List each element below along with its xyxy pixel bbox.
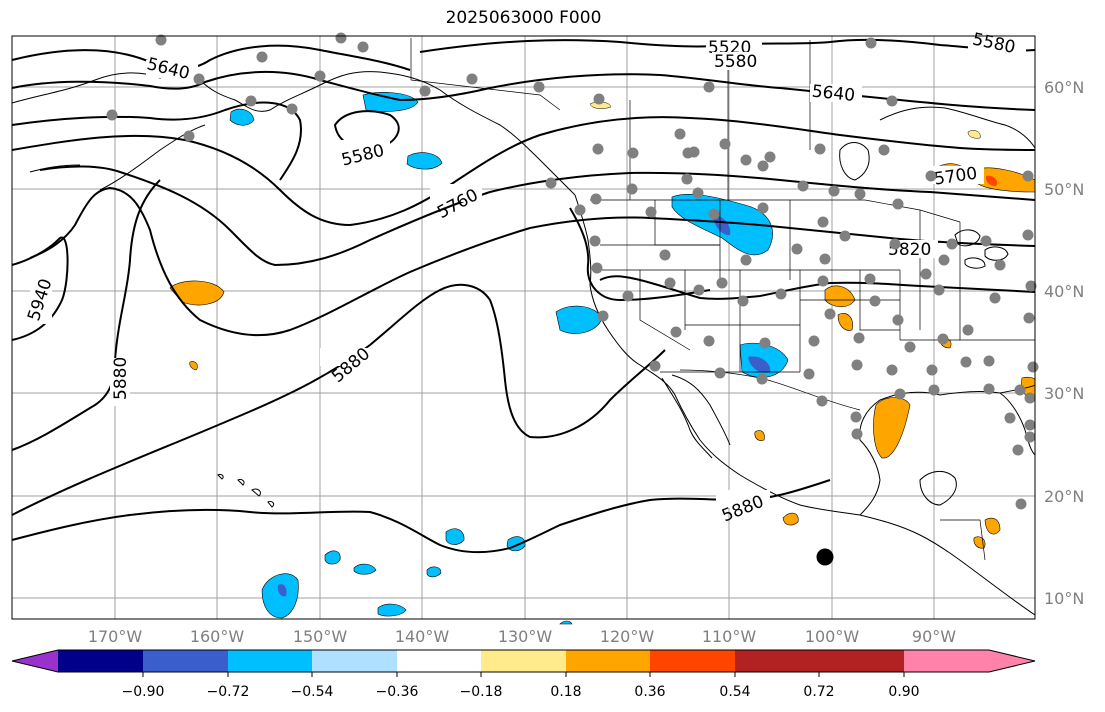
- colorbar-tick-label: 0.54: [719, 684, 750, 700]
- map-background: [12, 36, 1035, 619]
- colorbar-segment: [904, 650, 989, 672]
- colorbar-tick-label: 0.18: [550, 684, 581, 700]
- colorbar-tick-label: 0.72: [803, 684, 834, 700]
- lat-label: 30°N: [1044, 384, 1084, 403]
- lat-label: 50°N: [1044, 180, 1084, 199]
- map-frame: [11, 35, 1036, 620]
- lon-label: 100°W: [805, 627, 860, 646]
- colorbar-tick-label: 0.90: [888, 684, 919, 700]
- contour-label: 5640: [811, 82, 856, 106]
- colorbar-segment: [650, 650, 735, 672]
- lon-label: 110°W: [702, 627, 757, 646]
- colorbar-segment: [566, 650, 650, 672]
- contour-label: 5580: [714, 52, 757, 72]
- colorbar-extend-low: [12, 650, 58, 672]
- colorbar: −0.90 −0.72 −0.54 −0.36 −0.18 0.18 0.36 …: [11, 649, 1036, 700]
- colorbar-tick-label: −0.90: [122, 684, 165, 700]
- strong-negative-areas: [277, 214, 771, 597]
- storm-center-marker: [816, 548, 834, 566]
- colorbar-segment: [312, 650, 397, 672]
- lon-label: 170°W: [88, 627, 143, 646]
- lat-label: 40°N: [1044, 282, 1084, 301]
- colorbar-outline: [11, 649, 1036, 673]
- weak-positive-areas: [589, 101, 981, 139]
- lon-label: 160°W: [190, 627, 245, 646]
- coastlines: [11, 71, 1036, 616]
- longitude-labels: 170°W 160°W 150°W 140°W 130°W 120°W 110°…: [88, 627, 956, 646]
- colorbar-segment: [397, 650, 481, 672]
- lon-label: 150°W: [293, 627, 348, 646]
- colorbar-tick-label: −0.18: [460, 684, 503, 700]
- lat-label: 60°N: [1044, 78, 1084, 97]
- contour-labels: 5520 5580 5580 5640 5640 5700 5760 5820 …: [24, 29, 1026, 526]
- lat-label: 20°N: [1044, 487, 1084, 506]
- lon-label: 90°W: [912, 627, 956, 646]
- colorbar-tick-marks: [142, 672, 905, 677]
- colorbar-segment: [228, 650, 312, 672]
- colorbar-tick-label: −0.72: [207, 684, 250, 700]
- station-markers: [106, 32, 1039, 510]
- latitude-labels: 60°N 50°N 40°N 30°N 20°N 10°N: [1044, 78, 1084, 608]
- strong-positive-areas: [985, 175, 998, 186]
- colorbar-segment: [143, 650, 228, 672]
- colorbar-segment: [58, 650, 143, 672]
- contour-label: 5880: [111, 357, 131, 400]
- colorbar-tick-label: −0.36: [376, 684, 419, 700]
- colorbar-tick-label: −0.54: [291, 684, 334, 700]
- colorbar-extend-high: [989, 650, 1035, 672]
- colorbar-segment: [481, 650, 566, 672]
- lon-label: 140°W: [395, 627, 450, 646]
- map-title: 2025063000 F000: [445, 8, 602, 28]
- lat-label: 10°N: [1044, 589, 1084, 608]
- lon-label: 120°W: [600, 627, 655, 646]
- lon-label: 130°W: [498, 627, 553, 646]
- colorbar-segment: [819, 650, 904, 672]
- colorbar-segment: [735, 650, 819, 672]
- colorbar-tick-label: 0.36: [634, 684, 665, 700]
- height-contours: [11, 38, 1036, 554]
